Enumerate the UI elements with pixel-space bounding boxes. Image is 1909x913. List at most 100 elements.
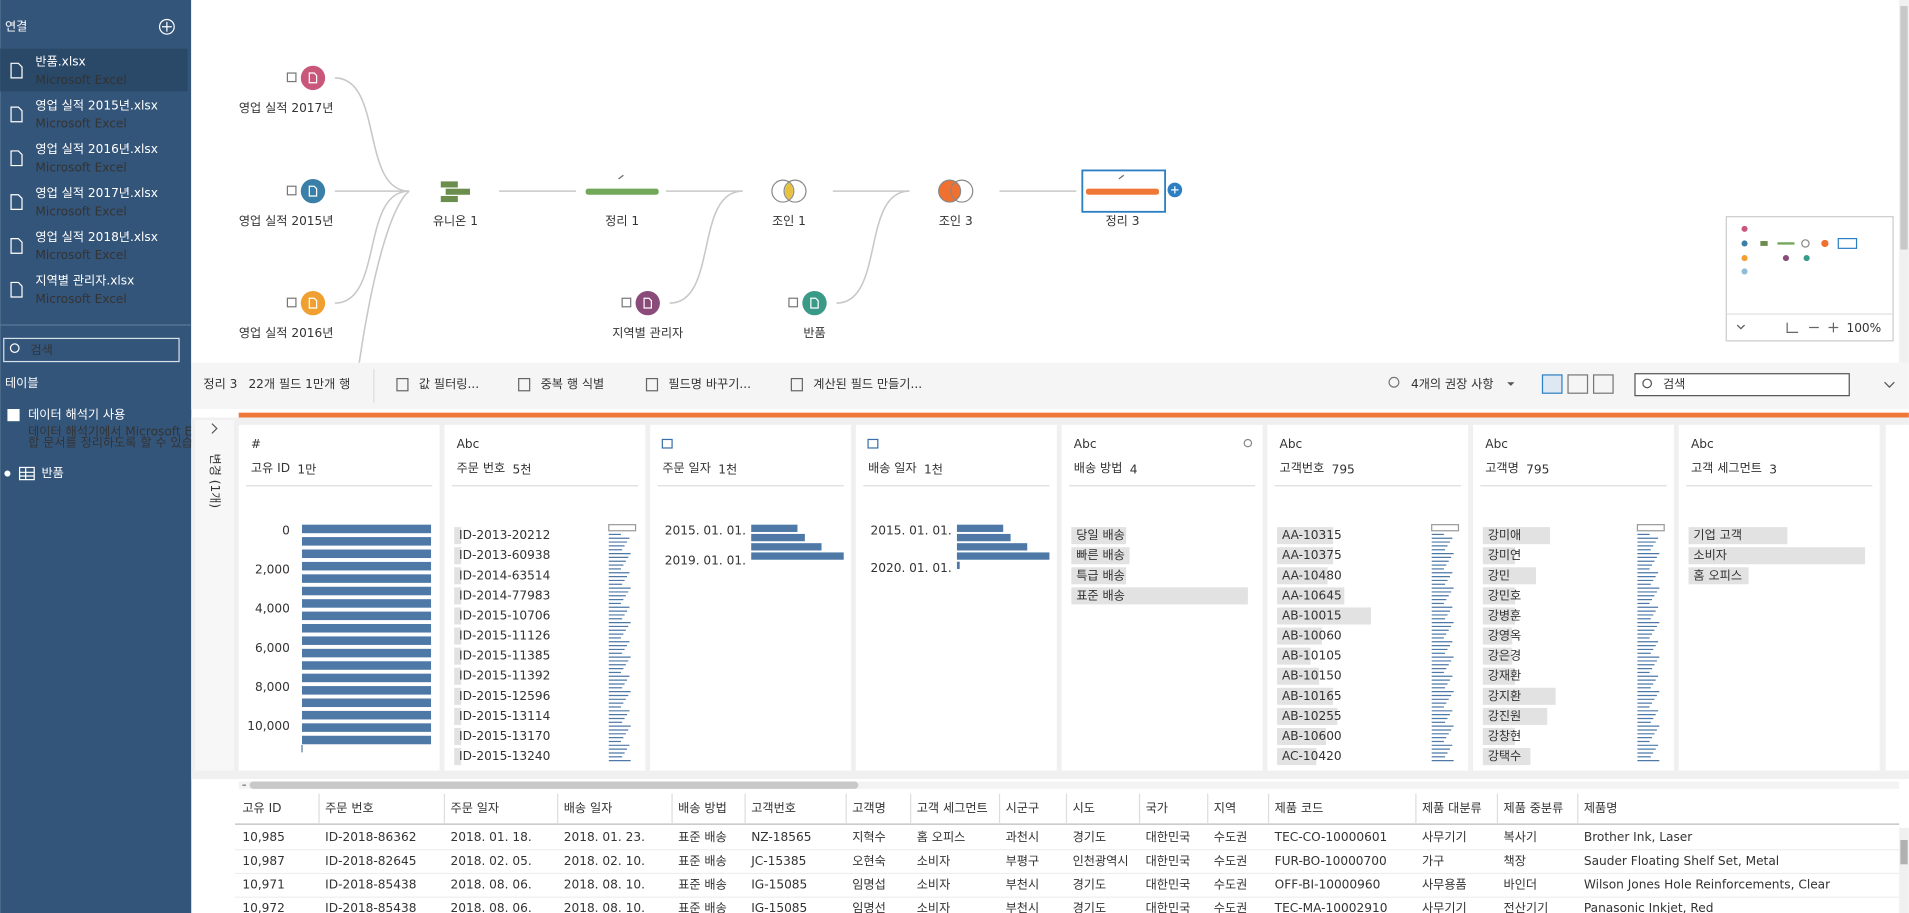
field-value[interactable]: ID-2015-10706 (459, 608, 550, 622)
field-value[interactable]: AA-10480 (1282, 568, 1342, 582)
add-connection[interactable] (158, 18, 175, 35)
profile-card[interactable] (855, 424, 1057, 771)
field-value[interactable]: AB-10150 (1282, 669, 1342, 683)
field-value[interactable]: 당일 배송 (1076, 528, 1125, 542)
node-label[interactable]: 반품 (803, 326, 825, 340)
field-value[interactable]: 강미연 (1488, 548, 1522, 562)
toolbar-action[interactable]: 값 필터링... (419, 377, 479, 391)
clean-node[interactable] (1085, 188, 1160, 195)
field-value[interactable]: AB-10600 (1282, 729, 1342, 743)
field-value[interactable]: AB-10015 (1282, 608, 1342, 622)
node-label[interactable]: 영업 실적 2015년 (239, 214, 334, 228)
toolbar-search[interactable] (1634, 373, 1850, 397)
field-value[interactable]: ID-2015-13114 (459, 709, 551, 723)
field-value[interactable]: ID-2014-63514 (459, 568, 551, 582)
profile-card[interactable] (650, 424, 852, 771)
field-value[interactable]: AC-10420 (1282, 749, 1342, 763)
recommendations[interactable]: 4개의 권장 사항 (1411, 377, 1494, 391)
field-name[interactable]: 주문 번호 (457, 461, 506, 475)
input-node[interactable] (300, 65, 326, 91)
field-name[interactable]: 고객 세그먼트 (1691, 461, 1762, 475)
connection-name[interactable]: 영업 실적 2018년.xlsx (35, 230, 158, 244)
profile-card[interactable] (1678, 424, 1880, 771)
field-value[interactable]: 강민호 (1488, 588, 1522, 602)
field-value[interactable]: 기업 고객 (1693, 528, 1742, 542)
field-value[interactable]: AA-10315 (1282, 528, 1342, 542)
field-value[interactable]: ID-2015-11126 (459, 629, 550, 643)
column-header[interactable]: 고유 ID (242, 801, 281, 815)
field-value[interactable]: 빠른 배송 (1076, 548, 1125, 562)
minimap-controls[interactable] (1786, 322, 1839, 333)
column-header[interactable]: 제품 코드 (1275, 801, 1324, 815)
field-name[interactable]: 고유 ID (251, 461, 290, 475)
minimap-collapse[interactable] (1736, 324, 1745, 330)
field-value[interactable]: 표준 배송 (1076, 588, 1125, 602)
field-value[interactable]: AB-10165 (1282, 689, 1342, 703)
field-value[interactable]: ID-2015-11392 (459, 669, 550, 683)
input-node[interactable] (635, 290, 660, 316)
column-header[interactable]: 시군구 (1006, 801, 1040, 815)
column-header[interactable]: 제품 대분류 (1422, 801, 1482, 815)
view-toggle[interactable] (1567, 374, 1589, 394)
input-node[interactable] (300, 290, 326, 316)
field-value[interactable]: 소비자 (1693, 548, 1727, 562)
field-value[interactable]: ID-2013-20212 (459, 528, 550, 542)
connection-name[interactable]: 지역별 관리자.xlsx (35, 274, 134, 288)
field-value[interactable]: 강민 (1488, 568, 1510, 582)
column-header[interactable]: 국가 (1146, 801, 1168, 815)
node-label[interactable]: 조인 1 (772, 214, 806, 228)
profile-card[interactable] (444, 424, 646, 771)
field-value[interactable]: ID-2014-77983 (459, 588, 550, 602)
v-scroll-thumb[interactable] (1900, 839, 1908, 865)
field-value[interactable]: 홈 오피스 (1693, 568, 1742, 582)
field-value[interactable]: 강재환 (1488, 669, 1522, 683)
field-value[interactable]: 강택수 (1488, 749, 1522, 763)
input-node[interactable] (300, 178, 326, 204)
field-value[interactable]: 특급 배송 (1076, 568, 1125, 582)
connection-name[interactable]: 영업 실적 2016년.xlsx (35, 142, 158, 156)
column-header[interactable]: 지역 (1214, 801, 1236, 815)
node-label[interactable]: 지역별 관리자 (612, 326, 683, 340)
field-name[interactable]: 고객번호 (1280, 461, 1325, 475)
field-value[interactable]: 강미애 (1488, 528, 1522, 542)
field-value[interactable]: AA-10645 (1282, 588, 1342, 602)
column-header[interactable]: 고객 세그먼트 (917, 801, 988, 815)
field-value[interactable]: AA-10375 (1282, 548, 1342, 562)
connection-name[interactable]: 영업 실적 2017년.xlsx (35, 186, 158, 200)
input-node[interactable] (802, 290, 827, 316)
field-value[interactable]: 강지환 (1488, 689, 1522, 703)
changes-strip[interactable] (194, 419, 234, 771)
toolbar-action[interactable]: 필드명 바꾸기... (668, 377, 751, 391)
field-name[interactable]: 배송 방법 (1074, 461, 1123, 475)
field-value[interactable]: 강창현 (1488, 729, 1522, 743)
field-value[interactable]: ID-2013-60938 (459, 548, 550, 562)
field-value[interactable]: AB-10105 (1282, 649, 1342, 663)
toolbar-action[interactable]: 중복 행 식별 (541, 376, 605, 391)
column-header[interactable]: 주문 일자 (451, 801, 500, 815)
field-value[interactable]: 강영옥 (1488, 629, 1522, 643)
node-label[interactable]: 정리 1 (605, 214, 639, 228)
field-value[interactable]: AB-10255 (1282, 709, 1342, 723)
connection-name[interactable]: 영업 실적 2015년.xlsx (35, 98, 158, 112)
node-label[interactable]: 유니온 1 (433, 214, 478, 228)
field-value[interactable]: ID-2015-11385 (459, 649, 550, 663)
node-label[interactable]: 조인 3 (939, 214, 973, 228)
column-header[interactable]: 제품명 (1584, 801, 1618, 815)
view-toggle[interactable] (1541, 374, 1563, 394)
field-name[interactable]: 주문 일자 (662, 461, 711, 475)
column-header[interactable]: 제품 중분류 (1504, 801, 1564, 815)
node-label[interactable]: 영업 실적 2017년 (239, 101, 334, 115)
field-value[interactable]: AB-10060 (1282, 629, 1342, 643)
clean-node[interactable] (585, 188, 659, 195)
field-value[interactable]: 강진원 (1488, 709, 1522, 723)
search-box[interactable] (3, 337, 180, 363)
column-header[interactable]: 고객명 (852, 801, 886, 815)
toolbar-collapse[interactable] (1884, 381, 1895, 388)
field-value[interactable]: ID-2015-13170 (459, 729, 550, 743)
interpreter-checkbox[interactable] (7, 409, 20, 422)
toolbar-action[interactable]: 계산된 필드 만들기... (813, 377, 922, 391)
node-label[interactable]: 정리 3 (1106, 214, 1140, 228)
field-name[interactable]: 배송 일자 (868, 461, 917, 475)
join-left[interactable] (938, 179, 962, 203)
column-header[interactable]: 시도 (1073, 801, 1095, 815)
